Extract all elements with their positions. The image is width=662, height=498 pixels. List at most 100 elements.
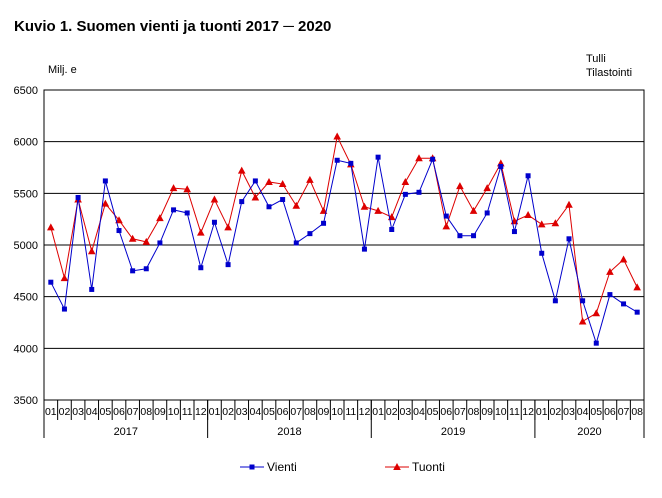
- x-tick-label: 04: [250, 406, 262, 418]
- data-point-tuonti: [319, 206, 328, 214]
- data-point-vienti: [198, 265, 204, 271]
- chart-title: Kuvio 1. Suomen vienti ja tuonti 2017 ─ …: [14, 18, 332, 35]
- data-point-tuonti: [115, 216, 123, 224]
- data-point-tuonti: [306, 175, 314, 183]
- data-point-tuonti: [292, 201, 301, 209]
- data-point-tuonti: [210, 195, 219, 203]
- data-point-tuonti: [360, 202, 369, 210]
- x-tick-label: 07: [454, 406, 466, 418]
- data-point-tuonti: [551, 219, 560, 227]
- x-tick-label: 01: [536, 406, 548, 418]
- data-point-vienti: [471, 233, 477, 239]
- data-point-vienti: [361, 246, 367, 252]
- x-tick-label: 12: [195, 406, 207, 418]
- data-point-vienti: [484, 210, 490, 216]
- data-point-vienti: [416, 189, 422, 195]
- data-point-vienti: [498, 163, 504, 169]
- data-point-tuonti: [237, 166, 246, 174]
- data-point-vienti: [402, 191, 408, 197]
- data-point-vienti: [75, 194, 81, 200]
- x-tick-label: 10: [331, 406, 343, 418]
- x-tick-label: 03: [72, 406, 84, 418]
- x-tick-label: 07: [127, 406, 139, 418]
- legend-marker-vienti: [249, 464, 255, 470]
- data-point-tuonti: [565, 200, 573, 208]
- data-point-vienti: [171, 207, 177, 213]
- data-point-vienti: [252, 178, 258, 184]
- x-tick-label: 04: [86, 406, 98, 418]
- data-point-vienti: [552, 298, 558, 304]
- data-point-vienti: [116, 228, 122, 234]
- source-line-1: Tulli: [586, 53, 606, 65]
- data-point-vienti: [443, 213, 449, 219]
- x-tick-label: 09: [318, 406, 330, 418]
- data-point-tuonti: [156, 214, 164, 222]
- data-point-tuonti: [278, 180, 287, 188]
- data-point-vienti: [89, 286, 95, 292]
- data-point-vienti: [293, 240, 299, 246]
- y-tick-label: 6000: [14, 137, 38, 149]
- data-point-vienti: [593, 340, 599, 346]
- data-point-vienti: [607, 292, 613, 298]
- data-point-tuonti: [442, 222, 451, 230]
- data-point-vienti: [61, 306, 67, 312]
- x-tick-label: 10: [168, 406, 180, 418]
- data-point-vienti: [130, 268, 136, 274]
- x-tick-label: 12: [522, 406, 534, 418]
- data-point-vienti: [566, 236, 572, 242]
- data-point-tuonti: [47, 223, 55, 231]
- data-point-vienti: [211, 219, 217, 225]
- data-point-tuonti: [456, 182, 464, 190]
- data-point-tuonti: [633, 283, 641, 291]
- data-point-tuonti: [401, 177, 410, 185]
- x-tick-label: 06: [440, 406, 452, 418]
- data-point-tuonti: [483, 184, 491, 192]
- year-label: 2020: [577, 426, 601, 438]
- x-tick-label: 11: [509, 406, 520, 418]
- data-point-vienti: [143, 266, 149, 272]
- data-point-vienti: [307, 231, 313, 237]
- data-point-tuonti: [142, 237, 151, 245]
- x-tick-label: 01: [209, 406, 221, 418]
- x-tick-label: 03: [400, 406, 412, 418]
- data-point-vienti: [457, 233, 463, 239]
- data-point-tuonti: [469, 206, 478, 214]
- x-tick-label: 02: [59, 406, 71, 418]
- data-point-tuonti: [333, 132, 341, 140]
- data-point-tuonti: [101, 199, 110, 207]
- x-tick-label: 07: [290, 406, 302, 418]
- data-point-vienti: [430, 156, 436, 162]
- y-tick-label: 5000: [14, 240, 38, 252]
- x-tick-label: 01: [372, 406, 384, 418]
- data-point-tuonti: [537, 220, 546, 228]
- data-point-vienti: [321, 220, 327, 226]
- x-tick-label: 01: [45, 406, 57, 418]
- y-tick-labels: 3500 4000 4500 5000 5500 6000 6500: [14, 85, 38, 407]
- data-point-tuonti: [224, 223, 232, 231]
- year-label: 2017: [114, 426, 138, 438]
- x-tick-label: 08: [304, 406, 316, 418]
- x-tick-label: 02: [222, 406, 234, 418]
- y-tick-label: 6500: [14, 85, 38, 97]
- x-tick-label: 09: [481, 406, 493, 418]
- data-point-vienti: [334, 157, 340, 163]
- y-tick-label: 4000: [14, 343, 38, 355]
- data-point-tuonti: [265, 177, 273, 185]
- data-point-vienti: [48, 279, 54, 285]
- x-tick-label: 12: [359, 406, 371, 418]
- data-point-tuonti: [578, 317, 587, 325]
- x-tick-label: 10: [495, 406, 507, 418]
- data-point-tuonti: [87, 247, 96, 255]
- data-point-tuonti: [619, 255, 628, 263]
- source-label: Tulli Tilastointi: [586, 52, 632, 80]
- data-point-tuonti: [60, 274, 69, 282]
- x-tick-label: 08: [468, 406, 480, 418]
- source-line-2: Tilastointi: [586, 67, 633, 79]
- legend: Vienti Tuonti: [240, 460, 445, 474]
- data-point-vienti: [184, 210, 190, 216]
- x-tick-label: 02: [386, 406, 398, 418]
- x-tick-label: 08: [631, 406, 643, 418]
- data-point-vienti: [580, 298, 586, 304]
- data-point-vienti: [348, 160, 354, 166]
